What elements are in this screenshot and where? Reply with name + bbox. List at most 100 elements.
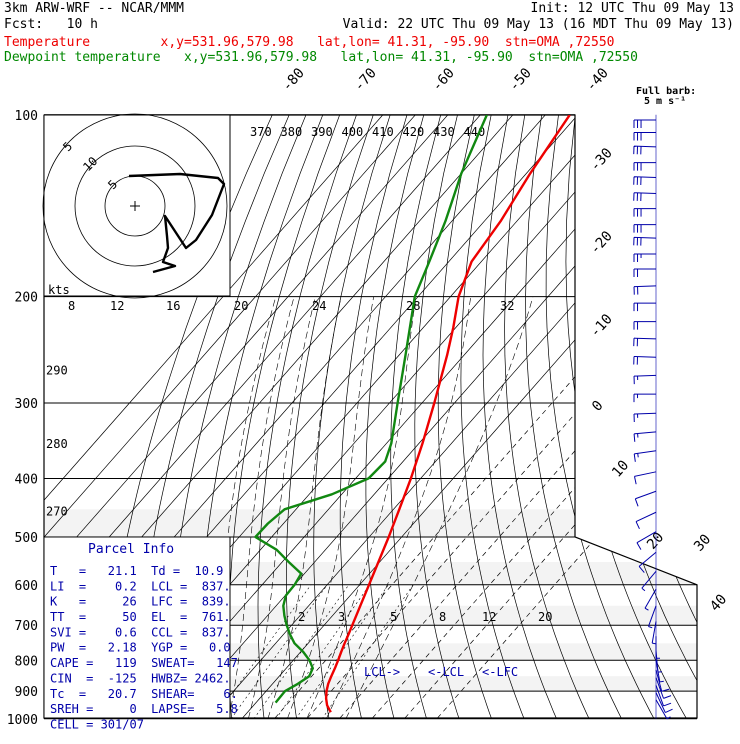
mixing-ratio-label: 8 [439,610,446,624]
theta-label: 280 [46,437,68,451]
parcel-info-row: T = 21.1 Td = 10.9 [50,564,223,578]
wind-barb-staff [636,512,656,521]
dry-adiabat [415,115,464,732]
wind-barb-flag [664,703,672,706]
wind-barb-staff [634,451,656,454]
isotherm-label: 0 [589,398,607,415]
mixing-ratio-top-label: 20 [234,299,248,313]
theta-e-label: 380 [281,125,303,139]
parcel-info-row: SREH = 0 LAPSE= 5.8 [50,702,238,716]
wind-barb [634,193,656,201]
dry-adiabat [438,115,496,732]
wind-barb-staff [635,491,656,499]
isotherm-label: -60 [429,65,458,95]
isotherm-label: 10 [609,457,632,480]
pressure-tick-label: 100 [15,109,38,124]
parcel-level-label: <-LCL [428,665,464,679]
dry-adiabat [659,115,740,732]
parcel-info-row: CAPE = 119 SWEAT= 147 [50,656,238,670]
wind-barb [634,451,656,462]
parcel-info-row: Tc = 20.7 SHEAR= 6. [50,687,238,701]
parcel-info-box: Parcel Info T = 21.1 Td = 10.9LI = 0.2 LC… [44,537,238,732]
isotherm-label: -10 [587,311,616,341]
wind-barb [634,146,656,154]
temperature-legend-line: Temperature x,y=531.96,579.98 lat,lon= 4… [4,36,614,50]
mixing-ratio-top-label: 8 [68,299,75,313]
parcel-info-row: TT = 50 EL = 761. [50,610,231,624]
mixing-ratio-top-label: 32 [500,299,514,313]
wind-barb [634,237,656,245]
dry-adiabat [286,115,373,732]
theta-labels: 290 280 270 [46,363,68,518]
theta-label: 270 [46,504,68,518]
mixing-ratio-top-label: 12 [110,299,124,313]
wind-barb-staff [634,472,656,477]
wind-barb [634,177,656,185]
parcel-level-label: <-LFC [482,665,518,679]
wind-barb [634,225,656,233]
wind-barb [634,286,656,295]
dry-adiabat [526,115,629,732]
wind-barb [634,356,656,364]
theta-e-label: 420 [403,125,425,139]
wind-barb-flag [634,476,636,484]
wind-barb-staff [639,552,656,566]
isotherm-label: 40 [707,591,730,614]
pressure-band [44,509,697,537]
isotherm-line [328,87,740,731]
wind-barb [634,254,656,262]
wind-barb-half-flag [648,626,652,627]
valid-time: Valid: 22 UTC Thu 09 May 13 (16 MDT Thu … [343,18,734,32]
parcel-info-title: Parcel Info [88,542,174,557]
theta-label: 290 [46,363,68,377]
mixing-ratio-label: 2 [298,610,305,624]
isotherm-label: -40 [583,65,612,95]
dry-adiabat [604,115,740,732]
mixing-ratio-label: 5 [390,610,397,624]
pressure-tick-label: 200 [15,291,38,306]
isotherm-label: 20 [644,529,667,552]
isotherm-line [166,87,733,731]
wind-barb [634,394,656,402]
parcel-info-row: K = 26 LFC = 839. [50,595,231,609]
wind-barb-flag [634,434,635,442]
parcel-info-row: CIN = -125 HWBZ= 2462. [50,671,231,685]
wind-barb [634,209,656,217]
mixing-ratio-label: 20 [538,610,552,624]
init-time: Init: 12 UTC Thu 09 May 13 [531,2,735,16]
dry-adiabat [546,115,661,732]
isotherm-line [263,87,740,731]
wind-barb [634,472,656,484]
wind-barb [634,413,656,422]
dry-adiabat [483,115,562,732]
wind-barb [634,120,656,128]
pressure-tick-label: 1000 [7,713,38,728]
dry-adiabat [676,115,740,732]
isotherm-label: -20 [587,228,616,258]
theta-e-label: 370 [250,125,272,139]
wind-barb [635,491,656,506]
parcel-info-row: CELL = 301/07 [50,717,144,731]
wind-barb [634,163,656,171]
pressure-tick-label: 500 [15,531,38,546]
dry-adiabat [340,115,407,732]
wind-barb-flag [634,454,635,462]
mixing-ratio-label: 12 [482,610,496,624]
wind-barb-half-flag [638,453,639,457]
pressure-tick-label: 300 [15,397,38,412]
pressure-tick-label: 700 [15,619,38,634]
wind-barb-flag [635,499,638,507]
parcel-info-row: LI = 0.2 LCL = 837. [50,579,231,593]
pressure-tick-label: 900 [15,685,38,700]
wind-barb-flag [637,543,641,550]
isotherm-label: -70 [351,65,380,95]
pressure-tick-label: 400 [15,472,38,487]
model-title: 3km ARW-WRF -- NCAR/MMM [4,2,184,16]
parcel-info-row: PW = 2.18 YGP = 0.0 [50,641,231,655]
wind-barb-flag [665,709,672,712]
isotherm-label: -30 [587,145,616,175]
wind-barb [634,375,656,384]
